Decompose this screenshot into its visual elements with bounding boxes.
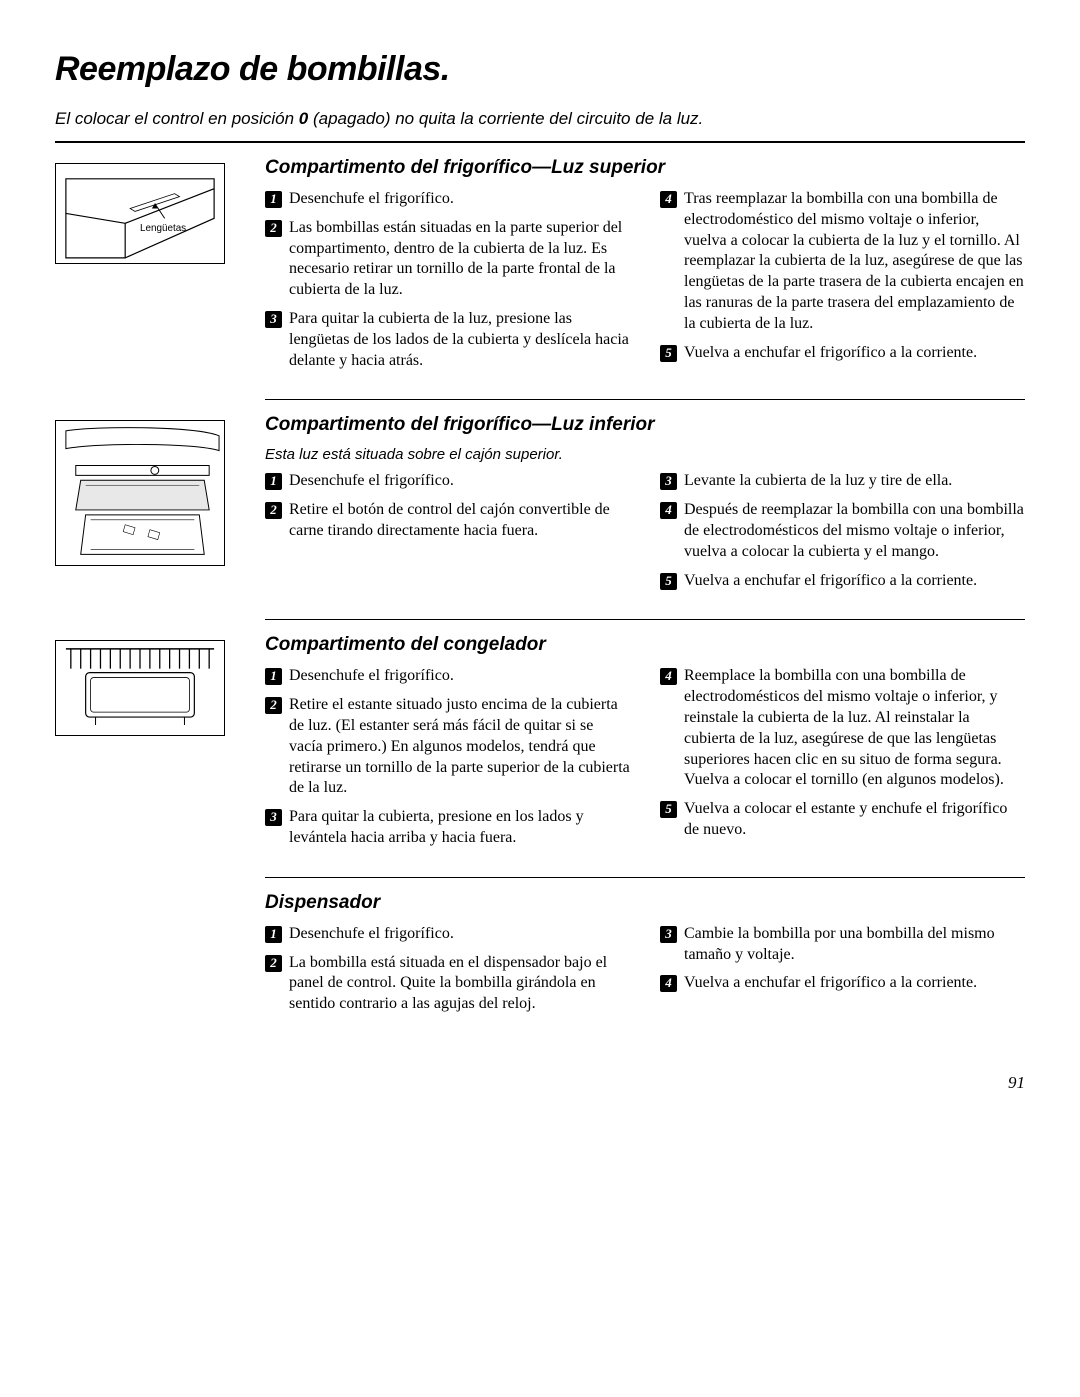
right-steps: 3 Cambie la bombilla por una bombilla del… (660, 924, 1025, 1023)
section-upper-light: Lengüetas Compartimento del frigorífico—… (55, 143, 1025, 399)
step-text: Cambie la bombilla por una bombilla del … (684, 924, 1025, 966)
page-number: 91 (55, 1073, 1025, 1093)
step-number: 1 (265, 191, 282, 208)
step-number: 5 (660, 801, 677, 818)
step-text: Después de reemplazar la bombilla con un… (684, 500, 1025, 562)
step-number: 4 (660, 975, 677, 992)
step-text: Vuelva a enchufar el frigorífico a la co… (684, 571, 1025, 592)
illustration-column (55, 892, 265, 1023)
step-text: Desenchufe el frigorífico. (289, 666, 630, 687)
step-text: Reemplace la bombilla con una bombilla d… (684, 666, 1025, 791)
step-number: 3 (265, 311, 282, 328)
step-text: Vuelva a colocar el estante y enchufe el… (684, 799, 1025, 841)
right-steps: 3 Levante la cubierta de la luz y tire de… (660, 471, 1025, 599)
intro-bold: 0 (299, 109, 308, 128)
step-text: Tras reemplazar la bombilla con una bomb… (684, 189, 1025, 335)
section-heading: Dispensador (265, 892, 1025, 914)
step-text: Las bombillas están situadas en la parte… (289, 218, 630, 301)
step-text: Para quitar la cubierta de la luz, presi… (289, 309, 630, 371)
step-text: Desenchufe el frigorífico. (289, 924, 630, 945)
step-number: 2 (265, 697, 282, 714)
step-text: La bombilla está situada en el dispensad… (289, 953, 630, 1015)
step-text: Retire el estante situado justo encima d… (289, 695, 630, 799)
step-number: 5 (660, 345, 677, 362)
section-heading: Compartimento del frigorífico—Luz inferi… (265, 414, 1025, 436)
step-text: Vuelva a enchufar el frigorífico a la co… (684, 973, 1025, 994)
illustration-column (55, 634, 265, 856)
step-text: Para quitar la cubierta, presione en los… (289, 807, 630, 849)
content-column: Compartimento del frigorífico—Luz inferi… (265, 414, 1025, 599)
content-column: Compartimento del congelador 1 Desenchufe… (265, 634, 1025, 856)
step-text: Desenchufe el frigorífico. (289, 189, 630, 210)
step-number: 1 (265, 473, 282, 490)
illustration-lower-light (55, 420, 225, 565)
page-title: Reemplazo de bombillas. (55, 50, 1025, 89)
intro-text: El colocar el control en posición 0 (apa… (55, 109, 1025, 129)
left-steps: 1 Desenchufe el frigorífico. 2 Retire el b… (265, 471, 630, 599)
right-steps: 4 Reemplace la bombilla con una bombilla … (660, 666, 1025, 856)
step-number: 2 (265, 220, 282, 237)
left-steps: 1 Desenchufe el frigorífico. 2 La bombilla… (265, 924, 630, 1023)
step-number: 4 (660, 502, 677, 519)
section-heading: Compartimento del frigorífico—Luz superi… (265, 157, 1025, 179)
right-steps: 4 Tras reemplazar la bombilla con una bom… (660, 189, 1025, 379)
step-number: 3 (660, 926, 677, 943)
intro-post: (apagado) no quita la corriente del circ… (308, 109, 703, 128)
section-dispenser: Dispensador 1 Desenchufe el frigorífico. … (55, 878, 1025, 1043)
left-steps: 1 Desenchufe el frigorífico. 2 Retire el e… (265, 666, 630, 856)
step-number: 4 (660, 191, 677, 208)
section-freezer: Compartimento del congelador 1 Desenchufe… (55, 620, 1025, 876)
step-text: Retire el botón de control del cajón con… (289, 500, 630, 542)
illustration-column: Lengüetas (55, 157, 265, 379)
illus-caption: Lengüetas (140, 223, 186, 234)
section-heading: Compartimento del congelador (265, 634, 1025, 656)
step-number: 1 (265, 668, 282, 685)
step-number: 4 (660, 668, 677, 685)
content-column: Compartimento del frigorífico—Luz superi… (265, 157, 1025, 379)
section-note: Esta luz está situada sobre el cajón sup… (265, 446, 1025, 463)
illustration-column (55, 414, 265, 599)
step-number: 3 (660, 473, 677, 490)
step-number: 5 (660, 573, 677, 590)
content-column: Dispensador 1 Desenchufe el frigorífico. … (265, 892, 1025, 1023)
step-number: 1 (265, 926, 282, 943)
illustration-upper-light: Lengüetas (55, 163, 225, 264)
left-steps: 1 Desenchufe el frigorífico. 2 Las bombill… (265, 189, 630, 379)
section-lower-light: Compartimento del frigorífico—Luz inferi… (55, 400, 1025, 619)
step-text: Vuelva a enchufar el frigorífico a la co… (684, 343, 1025, 364)
intro-pre: El colocar el control en posición (55, 109, 299, 128)
step-number: 2 (265, 955, 282, 972)
step-number: 2 (265, 502, 282, 519)
step-text: Desenchufe el frigorífico. (289, 471, 630, 492)
step-text: Levante la cubierta de la luz y tire de … (684, 471, 1025, 492)
step-number: 3 (265, 809, 282, 826)
illustration-freezer (55, 640, 225, 736)
